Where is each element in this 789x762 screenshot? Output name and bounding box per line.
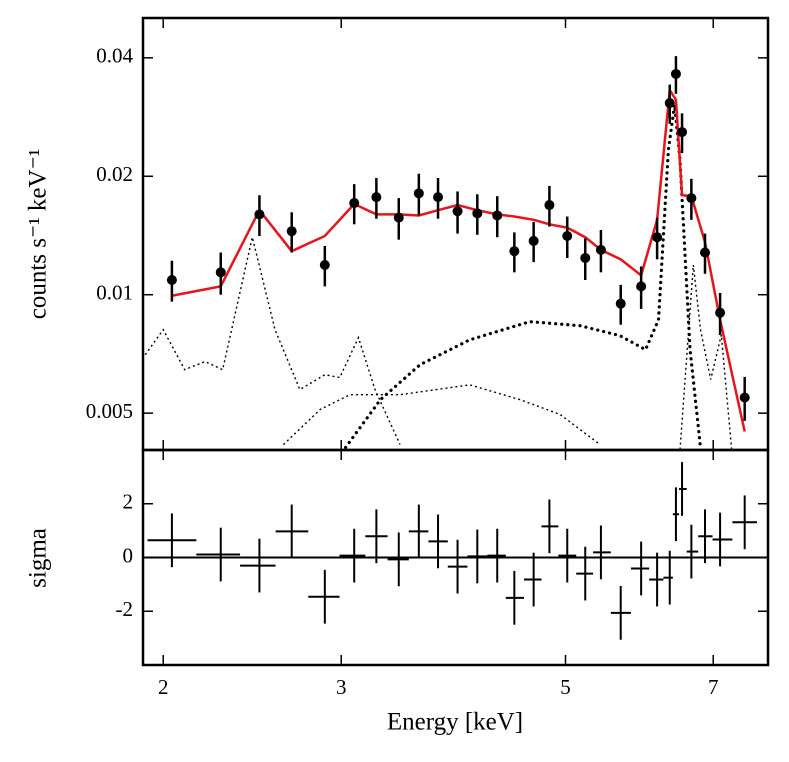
data-point — [686, 193, 697, 204]
data-point — [286, 226, 297, 237]
data-point — [319, 259, 330, 270]
data-point — [433, 192, 444, 203]
y-axis-label: counts s⁻¹ keV⁻¹ — [25, 149, 52, 320]
data-point — [166, 274, 177, 285]
y-tick-label: 0 — [123, 543, 134, 567]
data-point — [528, 235, 539, 246]
data-point — [452, 206, 463, 217]
data-point — [595, 244, 606, 255]
x-tick-label: 7 — [708, 675, 719, 699]
data-point — [509, 246, 520, 257]
model-component — [144, 237, 401, 445]
y-axis-label: sigma — [25, 528, 52, 588]
data-point — [739, 392, 750, 403]
data-point — [664, 98, 675, 109]
y-tick-label: 0.005 — [86, 399, 133, 423]
y-tick-label: -2 — [116, 597, 134, 621]
data-point — [215, 267, 226, 278]
model-component — [344, 104, 703, 450]
data-point — [349, 198, 360, 209]
y-tick-label: 0.01 — [96, 281, 133, 305]
y-tick-label: 2 — [123, 490, 134, 514]
data-point — [652, 232, 663, 243]
data-point — [562, 230, 573, 241]
model-component — [679, 264, 733, 450]
plot-area — [144, 56, 750, 450]
data-point — [254, 209, 265, 220]
model-line — [171, 86, 746, 432]
data-point — [670, 68, 681, 79]
data-point — [413, 188, 424, 199]
x-tick-label: 5 — [560, 675, 571, 699]
data-point — [615, 298, 626, 309]
x-axis-label: Energy [keV] — [387, 709, 523, 736]
data-point — [393, 212, 404, 223]
panel-frame — [141, 16, 770, 452]
data-point — [371, 192, 382, 203]
y-tick-label: 0.02 — [96, 162, 133, 186]
panel-frame — [141, 448, 770, 667]
y-tick-label: 0.04 — [96, 44, 133, 68]
data-point — [492, 210, 503, 221]
data-point — [700, 247, 711, 258]
data-point — [715, 307, 726, 318]
plot-area — [147, 462, 757, 640]
data-point — [580, 252, 591, 263]
model-component — [282, 384, 601, 446]
x-tick-label: 2 — [158, 675, 169, 699]
x-tick-label: 3 — [336, 675, 347, 699]
data-point — [636, 281, 647, 292]
data-point — [677, 127, 688, 138]
data-point — [544, 200, 555, 211]
data-point — [472, 208, 483, 219]
